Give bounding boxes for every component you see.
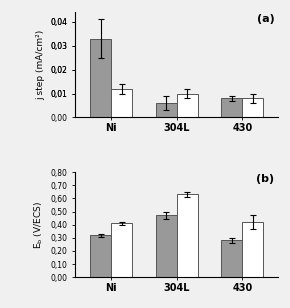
Bar <box>111 89 132 117</box>
Bar <box>156 103 177 117</box>
Y-axis label: j step (mA/cm²): j step (mA/cm²) <box>36 30 45 100</box>
Bar <box>242 222 263 277</box>
Y-axis label: $\mathregular{E_b}$ (V/ECS): $\mathregular{E_b}$ (V/ECS) <box>33 201 45 249</box>
Bar <box>222 241 242 277</box>
Bar <box>90 38 111 117</box>
Text: (a): (a) <box>257 14 274 24</box>
Bar <box>222 98 242 117</box>
Bar <box>242 98 263 117</box>
Text: (b): (b) <box>256 174 274 184</box>
Bar <box>156 216 177 277</box>
Bar <box>90 235 111 277</box>
Bar <box>177 94 198 117</box>
Bar <box>111 223 132 277</box>
Bar <box>177 194 198 277</box>
